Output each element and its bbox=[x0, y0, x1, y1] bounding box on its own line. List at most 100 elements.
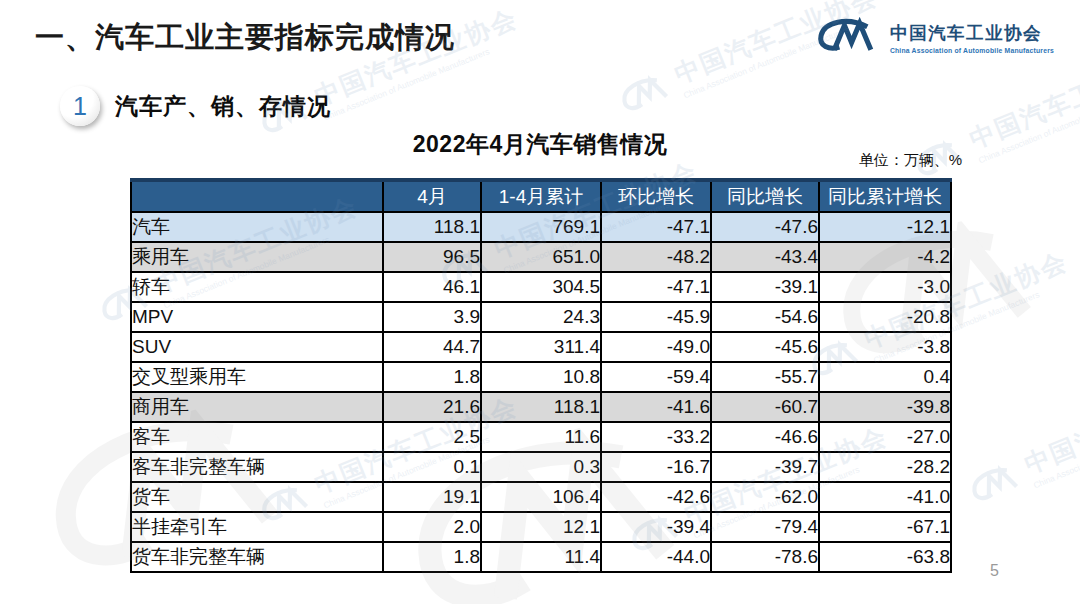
value-cell: 304.5 bbox=[481, 272, 601, 302]
value-cell: -41.0 bbox=[819, 482, 951, 512]
section-number-badge: 1 bbox=[60, 86, 100, 126]
sales-table-body: 汽车118.1769.1-47.1-47.6-12.1乘用车96.5651.0-… bbox=[131, 212, 951, 572]
value-cell: 651.0 bbox=[481, 242, 601, 272]
value-cell: -16.7 bbox=[601, 452, 711, 482]
caam-cm-logo-icon bbox=[815, 14, 881, 60]
watermark-cm-icon bbox=[963, 456, 1027, 511]
value-cell: -48.2 bbox=[601, 242, 711, 272]
value-cell: -43.4 bbox=[711, 242, 819, 272]
unit-label: 单位：万辆、% bbox=[859, 151, 962, 170]
value-cell: -63.8 bbox=[819, 542, 951, 572]
row-label-cell: 交叉型乘用车 bbox=[131, 362, 383, 392]
sales-table: 4月1-4月累计环比增长同比增长同比累计增长 汽车118.1769.1-47.1… bbox=[130, 178, 952, 573]
watermark-cm-icon bbox=[613, 66, 677, 121]
value-cell: -20.8 bbox=[819, 302, 951, 332]
value-cell: 46.1 bbox=[383, 272, 481, 302]
column-header: 1-4月累计 bbox=[481, 180, 601, 212]
value-cell: 106.4 bbox=[481, 482, 601, 512]
value-cell: -4.2 bbox=[819, 242, 951, 272]
value-cell: 44.7 bbox=[383, 332, 481, 362]
value-cell: -78.6 bbox=[711, 542, 819, 572]
row-label-cell: 商用车 bbox=[131, 392, 383, 422]
value-cell: -12.1 bbox=[819, 212, 951, 242]
watermark-text: 中国汽车工业协会 bbox=[1020, 369, 1080, 481]
watermark-text: 中国汽车工业协会 bbox=[965, 44, 1080, 156]
value-cell: 311.4 bbox=[481, 332, 601, 362]
value-cell: -28.2 bbox=[819, 452, 951, 482]
column-header: 同比累计增长 bbox=[819, 180, 951, 212]
table-row: 交叉型乘用车1.810.8-59.4-55.70.4 bbox=[131, 362, 951, 392]
watermark-subtext: China Association of Automobile Manufact… bbox=[1032, 400, 1080, 490]
value-cell: -47.1 bbox=[601, 212, 711, 242]
value-cell: 1.8 bbox=[383, 362, 481, 392]
row-label-cell: 半挂牵引车 bbox=[131, 512, 383, 542]
value-cell: 19.1 bbox=[383, 482, 481, 512]
value-cell: -47.6 bbox=[711, 212, 819, 242]
value-cell: 10.8 bbox=[481, 362, 601, 392]
row-label-cell: MPV bbox=[131, 302, 383, 332]
value-cell: 769.1 bbox=[481, 212, 601, 242]
table-row: 货车非完整车辆1.811.4-44.0-78.6-63.8 bbox=[131, 542, 951, 572]
value-cell: -44.0 bbox=[601, 542, 711, 572]
value-cell: -79.4 bbox=[711, 512, 819, 542]
table-row: 客车非完整车辆0.10.3-16.7-39.7-28.2 bbox=[131, 452, 951, 482]
row-label-cell: 乘用车 bbox=[131, 242, 383, 272]
value-cell: 3.9 bbox=[383, 302, 481, 332]
value-cell: -41.6 bbox=[601, 392, 711, 422]
row-label-cell: SUV bbox=[131, 332, 383, 362]
value-cell: 2.0 bbox=[383, 512, 481, 542]
value-cell: 96.5 bbox=[383, 242, 481, 272]
row-label-cell: 客车 bbox=[131, 422, 383, 452]
value-cell: 12.1 bbox=[481, 512, 601, 542]
row-label-cell: 货车 bbox=[131, 482, 383, 512]
value-cell: -62.0 bbox=[711, 482, 819, 512]
value-cell: -39.1 bbox=[711, 272, 819, 302]
value-cell: 0.4 bbox=[819, 362, 951, 392]
value-cell: -27.0 bbox=[819, 422, 951, 452]
value-cell: -60.7 bbox=[711, 392, 819, 422]
value-cell: -46.6 bbox=[711, 422, 819, 452]
column-header: 同比增长 bbox=[711, 180, 819, 212]
watermark-logo: 中国汽车工业协会China Association of Automobile … bbox=[962, 369, 1080, 513]
table-title: 2022年4月汽车销售情况 bbox=[130, 129, 950, 160]
table-row: 半挂牵引车2.012.1-39.4-79.4-67.1 bbox=[131, 512, 951, 542]
value-cell: 2.5 bbox=[383, 422, 481, 452]
caam-logo-name-en: China Association of Automobile Manufact… bbox=[890, 47, 1054, 54]
table-row: 乘用车96.5651.0-48.2-43.4-4.2 bbox=[131, 242, 951, 272]
row-label-cell: 货车非完整车辆 bbox=[131, 542, 383, 572]
value-cell: -39.8 bbox=[819, 392, 951, 422]
value-cell: -47.1 bbox=[601, 272, 711, 302]
section-label: 汽车产、销、存情况 bbox=[115, 91, 331, 122]
table-row: SUV44.7311.4-49.0-45.6-3.8 bbox=[131, 332, 951, 362]
value-cell: -3.0 bbox=[819, 272, 951, 302]
table-row: MPV3.924.3-45.9-54.6-20.8 bbox=[131, 302, 951, 332]
value-cell: -45.6 bbox=[711, 332, 819, 362]
value-cell: -42.6 bbox=[601, 482, 711, 512]
value-cell: -33.2 bbox=[601, 422, 711, 452]
value-cell: -3.8 bbox=[819, 332, 951, 362]
value-cell: 0.1 bbox=[383, 452, 481, 482]
column-header: 环比增长 bbox=[601, 180, 711, 212]
column-header-blank bbox=[131, 180, 383, 212]
value-cell: -67.1 bbox=[819, 512, 951, 542]
row-label-cell: 轿车 bbox=[131, 272, 383, 302]
value-cell: 0.3 bbox=[481, 452, 601, 482]
caam-logo-text: 中国汽车工业协会 China Association of Automobile… bbox=[890, 21, 1054, 54]
value-cell: 1.8 bbox=[383, 542, 481, 572]
value-cell: 21.6 bbox=[383, 392, 481, 422]
caam-logo-name-cn: 中国汽车工业协会 bbox=[890, 21, 1054, 45]
value-cell: 11.4 bbox=[481, 542, 601, 572]
value-cell: -54.6 bbox=[711, 302, 819, 332]
sales-table-header-row: 4月1-4月累计环比增长同比增长同比累计增长 bbox=[131, 180, 951, 212]
table-row: 汽车118.1769.1-47.1-47.6-12.1 bbox=[131, 212, 951, 242]
value-cell: -45.9 bbox=[601, 302, 711, 332]
slide: 一、汽车工业主要指标完成情况 中国汽车工业协会 China Associatio… bbox=[0, 0, 1080, 604]
value-cell: 118.1 bbox=[481, 392, 601, 422]
row-label-cell: 客车非完整车辆 bbox=[131, 452, 383, 482]
table-row: 货车19.1106.4-42.6-62.0-41.0 bbox=[131, 482, 951, 512]
page-number: 5 bbox=[990, 562, 999, 580]
table-row: 客车2.511.6-33.2-46.6-27.0 bbox=[131, 422, 951, 452]
caam-logo: 中国汽车工业协会 China Association of Automobile… bbox=[815, 14, 1054, 60]
column-header: 4月 bbox=[383, 180, 481, 212]
value-cell: -59.4 bbox=[601, 362, 711, 392]
